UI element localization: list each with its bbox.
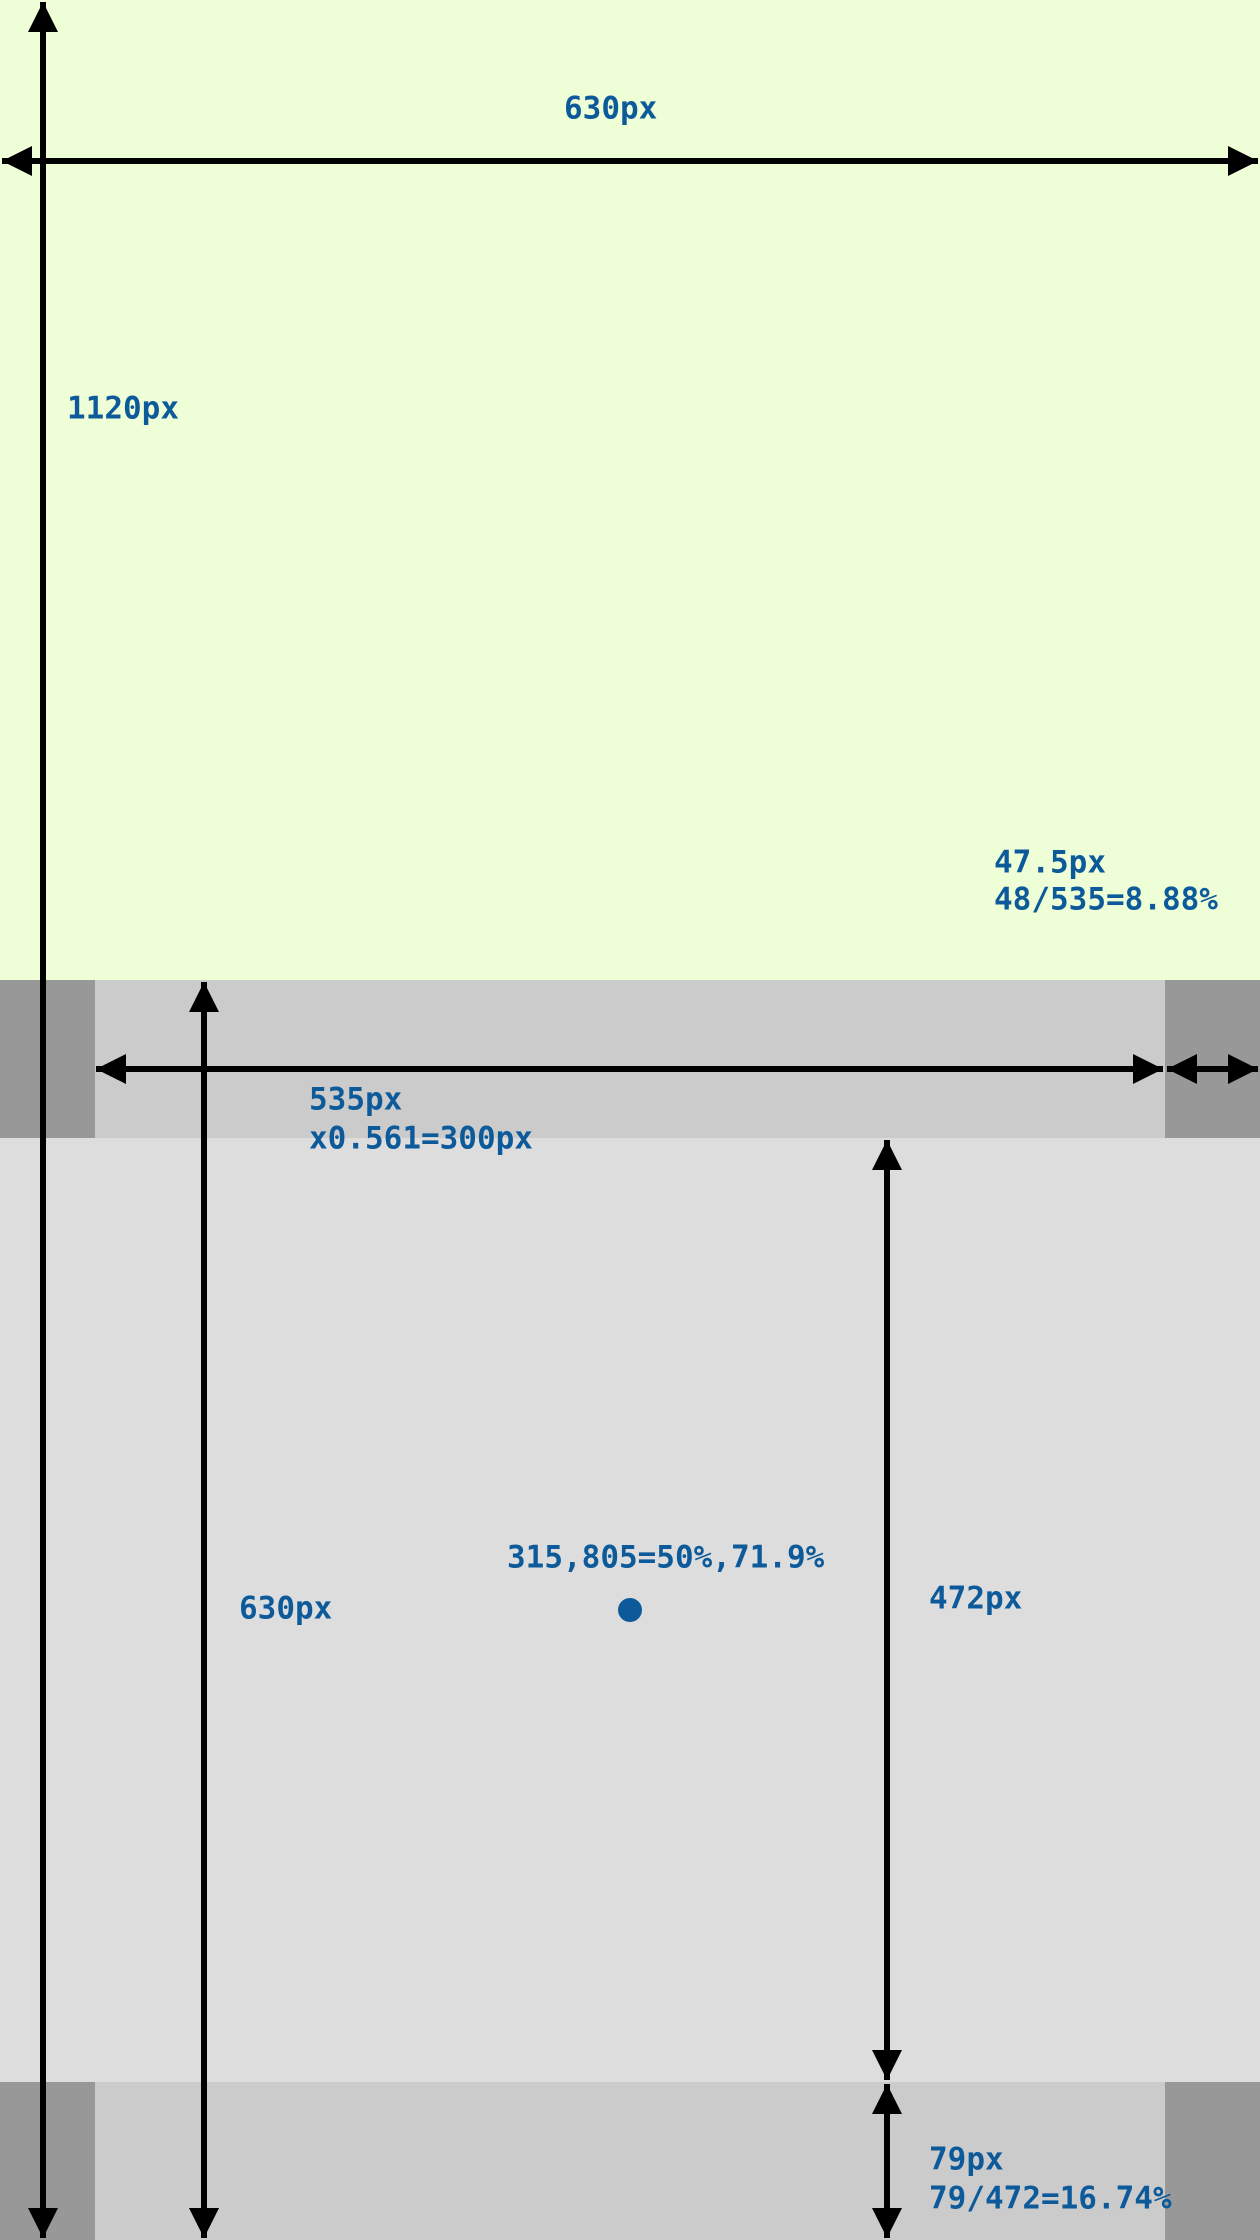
center-dot [618, 1598, 642, 1622]
side-block [0, 2082, 95, 2240]
top-area [0, 0, 1260, 980]
side-block [0, 980, 95, 1138]
label: 535px [309, 1082, 402, 1118]
label: 79/472=16.74% [929, 2181, 1172, 2217]
side-block [1165, 980, 1260, 1138]
label: 79px [929, 2142, 1004, 2178]
top-band [0, 980, 1260, 1138]
label: 48/535=8.88% [994, 882, 1218, 918]
label: 472px [929, 1581, 1022, 1617]
label: x0.561=300px [309, 1121, 533, 1157]
label: 630px [239, 1591, 332, 1627]
label: 315,805=50%,71.9% [507, 1540, 825, 1576]
label: 47.5px [994, 845, 1106, 881]
label: 1120px [67, 391, 179, 427]
side-block [1165, 2082, 1260, 2240]
label: 630px [564, 91, 657, 127]
